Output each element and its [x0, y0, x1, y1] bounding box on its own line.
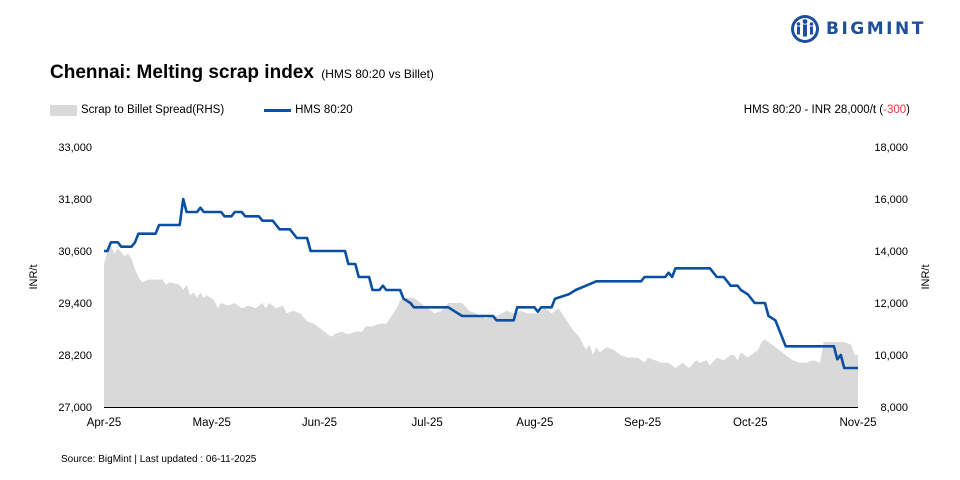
x-tick-label: Oct-25 — [733, 417, 768, 429]
right-tick-label: 12,000 — [874, 298, 908, 310]
series-spread-area — [104, 245, 858, 407]
x-tick-label: Sep-25 — [624, 417, 661, 429]
left-tick-label: 33,000 — [58, 142, 92, 154]
right-tick-label: 16,000 — [874, 194, 908, 206]
price-note: HMS 80:20 - INR 28,000/t (-300) — [744, 104, 910, 116]
left-tick-label: 28,200 — [58, 350, 92, 362]
hms-line-layer — [104, 197, 858, 370]
x-axis: Apr-25 May-25 Jun-25 Jul-25 Aug-25 Sep-25 Oct-… — [87, 417, 877, 429]
bigmint-logo: BIGMINT — [790, 14, 926, 44]
series-hms-line — [104, 197, 858, 370]
source-note: Source: BigMint | Last updated : 06-11-2… — [61, 454, 257, 465]
x-tick-label: Jul-25 — [411, 417, 442, 429]
right-tick-label: 14,000 — [874, 246, 908, 258]
x-tick-label: Aug-25 — [516, 417, 553, 429]
legend-label-spread: Scrap to Billet Spread(RHS) — [81, 104, 225, 116]
left-axis-label: INR/t — [28, 264, 40, 289]
legend-item-spread: Scrap to Billet Spread(RHS) — [50, 104, 224, 116]
bigmint-logo-text: BIGMINT — [826, 19, 926, 39]
legend-swatch-line — [264, 108, 292, 112]
legend: Scrap to Billet Spread(RHS) HMS 80:20 — [50, 104, 393, 116]
right-axis-label: INR/t — [920, 264, 932, 289]
price-note-close: ) — [906, 104, 910, 116]
legend-label-hms: HMS 80:20 — [295, 104, 353, 116]
right-axis: 8,000 10,000 12,000 14,000 16,000 18,000 — [874, 142, 908, 414]
x-tick-label: Jun-25 — [302, 417, 337, 429]
spread-area-layer — [104, 245, 858, 407]
right-tick-label: 8,000 — [880, 402, 908, 414]
x-tick-label: May-25 — [193, 417, 231, 429]
x-tick-label: Apr-25 — [87, 417, 122, 429]
chart-title-block: Chennai: Melting scrap index (HMS 80:20 … — [50, 62, 434, 84]
x-tick-label: Nov-25 — [839, 417, 876, 429]
left-tick-label: 29,400 — [58, 298, 92, 310]
left-tick-label: 27,000 — [58, 402, 92, 414]
legend-item-hms: HMS 80:20 — [264, 104, 353, 116]
chart-title: Chennai: Melting scrap index — [50, 62, 314, 83]
price-note-change: -300 — [883, 104, 907, 116]
legend-swatch-area — [50, 104, 77, 116]
chart-subtitle: (HMS 80:20 vs Billet) — [321, 67, 434, 81]
price-note-text: HMS 80:20 - INR 28,000/t ( — [743, 104, 884, 116]
left-tick-label: 30,600 — [58, 246, 92, 258]
left-axis: 27,000 28,200 29,400 30,600 31,800 33,000 — [58, 142, 92, 414]
left-tick-label: 31,800 — [58, 194, 92, 206]
bigmint-logo-icon — [791, 15, 819, 43]
right-tick-label: 18,000 — [874, 142, 908, 154]
right-tick-label: 10,000 — [874, 350, 908, 362]
